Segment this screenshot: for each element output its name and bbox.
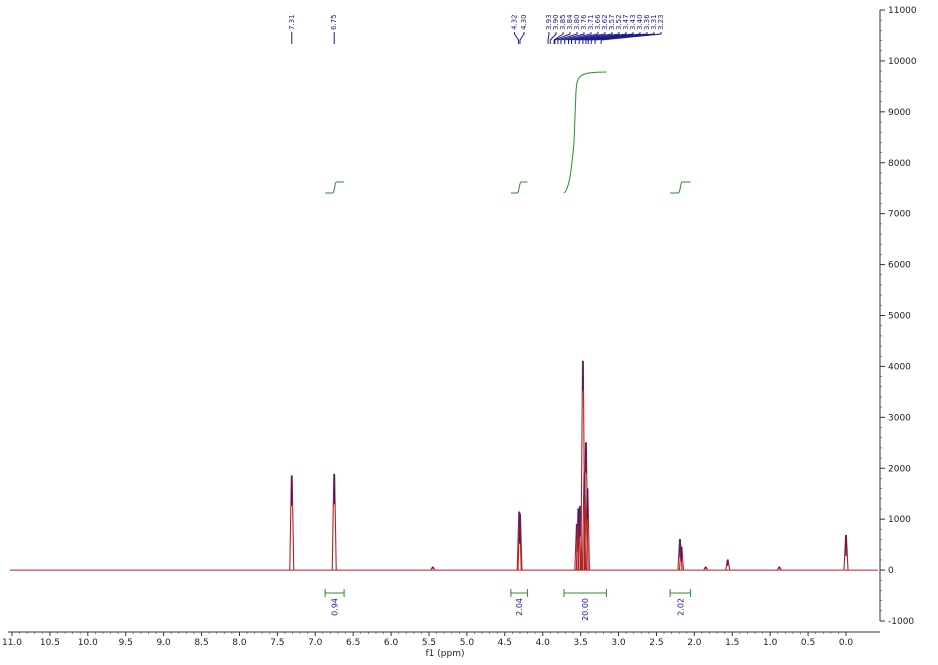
peak-label: 3.84: [566, 14, 574, 30]
y-tick-label: 0: [888, 566, 894, 576]
peak-label: 3.80: [573, 14, 581, 30]
peak-label: 3.66: [594, 14, 602, 30]
integral-bracket: [563, 589, 607, 597]
y-tick-label: 9000: [888, 108, 911, 118]
peak-label: 3.31: [650, 14, 658, 30]
x-tick-label: 11.0: [2, 638, 22, 648]
peak-label: 7.31: [288, 14, 296, 30]
x-tick-label: 4.5: [498, 638, 512, 648]
x-tick-label: 5.0: [460, 638, 475, 648]
peak-label: 3.93: [545, 14, 553, 30]
y-tick-label: 2000: [888, 464, 911, 474]
x-tick-label: 6.5: [346, 638, 360, 648]
spectrum-peak: [776, 566, 782, 571]
peak-label-connector: [574, 32, 613, 44]
x-tick-label: 8.0: [232, 638, 247, 648]
x-axis: 11.0 10.5 10.0 9.5 9.0 8.5 8.0 7.5 7.0 6.5 6.0 5.5 5…: [2, 631, 880, 648]
y-tick-label: 6000: [888, 261, 911, 271]
integral-value: 2.04: [515, 598, 524, 616]
y-tick-label: 3000: [888, 413, 911, 423]
y-tick-label: 8000: [888, 159, 911, 169]
peak-label: 6.75: [330, 14, 338, 30]
x-tick-label: 1.0: [763, 638, 778, 648]
spectrum-peak: [430, 566, 436, 571]
spectrum-peak: [703, 566, 709, 571]
y-tick-label: -1000: [888, 617, 914, 627]
peak-label-connector: [553, 32, 564, 44]
peak-label-group: 7.31 6.75 4.32 4.30 3.93 3.90 3.85 3.84 3.80 3.76…: [288, 14, 665, 44]
y-tick-label: 5000: [888, 312, 911, 322]
integral-value: 2.02: [676, 598, 685, 616]
peak-label: 3.71: [587, 14, 595, 30]
peak-label-connector: [564, 32, 592, 44]
y-tick-label: 10000: [888, 57, 917, 67]
spectrum-peaks: [289, 360, 849, 571]
integral-curves: 0.94 2.04 20.00 2.02: [324, 71, 692, 621]
integral-value: 0.94: [331, 598, 340, 616]
peak-label: 3.43: [629, 14, 637, 30]
x-tick-label: 1.5: [725, 638, 739, 648]
peak-label-connector: [582, 32, 627, 44]
peak-label-connector: [594, 32, 655, 44]
peak-label-connector: [549, 32, 557, 44]
integral-curve: [510, 181, 528, 194]
y-tick-label: 11000: [888, 6, 917, 16]
peak-label: 3.36: [643, 14, 651, 30]
x-tick-label: 10.0: [78, 638, 98, 648]
y-axis: 1100010000900080007000600050004000300020…: [879, 6, 917, 627]
integral-bracket: [324, 589, 345, 597]
peak-label-connector: [587, 32, 641, 44]
x-tick-label: 4.0: [536, 638, 551, 648]
x-tick-label: 6.0: [384, 638, 399, 648]
integral-curve: [670, 181, 691, 194]
peak-label-connector: [557, 32, 578, 44]
y-tick-label: 4000: [888, 362, 911, 372]
peak-label: 3.40: [636, 14, 644, 30]
x-tick-label: 3.5: [573, 638, 587, 648]
peak-label-connector: [519, 32, 525, 44]
spectrum-peak: [575, 508, 581, 571]
peak-label-connector: [560, 32, 585, 44]
peak-label-connector: [571, 32, 606, 44]
peak-label-connector: [554, 32, 571, 44]
peak-label-connector: [600, 32, 662, 44]
integral-bracket: [510, 589, 529, 597]
integral-value: 20.00: [581, 598, 590, 621]
integral-bracket: [669, 589, 692, 597]
peak-label-connector: [578, 32, 620, 44]
x-tick-label: 0.5: [801, 638, 815, 648]
peak-label: 3.47: [622, 14, 630, 30]
x-tick-label: 5.5: [422, 638, 436, 648]
peak-label: 3.76: [580, 14, 588, 30]
peak-label: 4.32: [510, 14, 518, 30]
x-tick-label: 9.0: [156, 638, 171, 648]
x-tick-label: 7.0: [308, 638, 323, 648]
integral-curve: [563, 71, 607, 194]
y-tick-label: 7000: [888, 210, 911, 220]
peak-label: 3.62: [601, 14, 609, 30]
peak-label: 3.23: [657, 14, 665, 30]
peak-label-connector: [568, 32, 599, 44]
x-tick-label: 7.5: [270, 638, 284, 648]
peak-label-connector: [547, 32, 550, 44]
x-tick-label: 10.5: [40, 638, 60, 648]
y-tick-label: 1000: [888, 515, 911, 525]
peak-label-connector: [513, 32, 519, 44]
x-tick-label: 3.0: [611, 638, 626, 648]
x-tick-label: 0.0: [839, 638, 854, 648]
x-tick-label: 9.5: [119, 638, 133, 648]
integral-curve: [325, 181, 345, 194]
peak-label: 3.57: [608, 14, 616, 30]
peak-label: 3.90: [552, 14, 560, 30]
peak-label: 3.85: [559, 14, 567, 30]
peak-label: 4.30: [520, 14, 528, 30]
peak-label: 3.52: [615, 14, 623, 30]
x-axis-label: f1 (ppm): [426, 649, 465, 659]
peak-label-connector: [585, 32, 634, 44]
x-tick-label: 8.5: [194, 638, 208, 648]
peak-label-connector: [590, 32, 648, 44]
x-tick-label: 2.0: [687, 638, 702, 648]
x-tick-label: 2.5: [649, 638, 663, 648]
